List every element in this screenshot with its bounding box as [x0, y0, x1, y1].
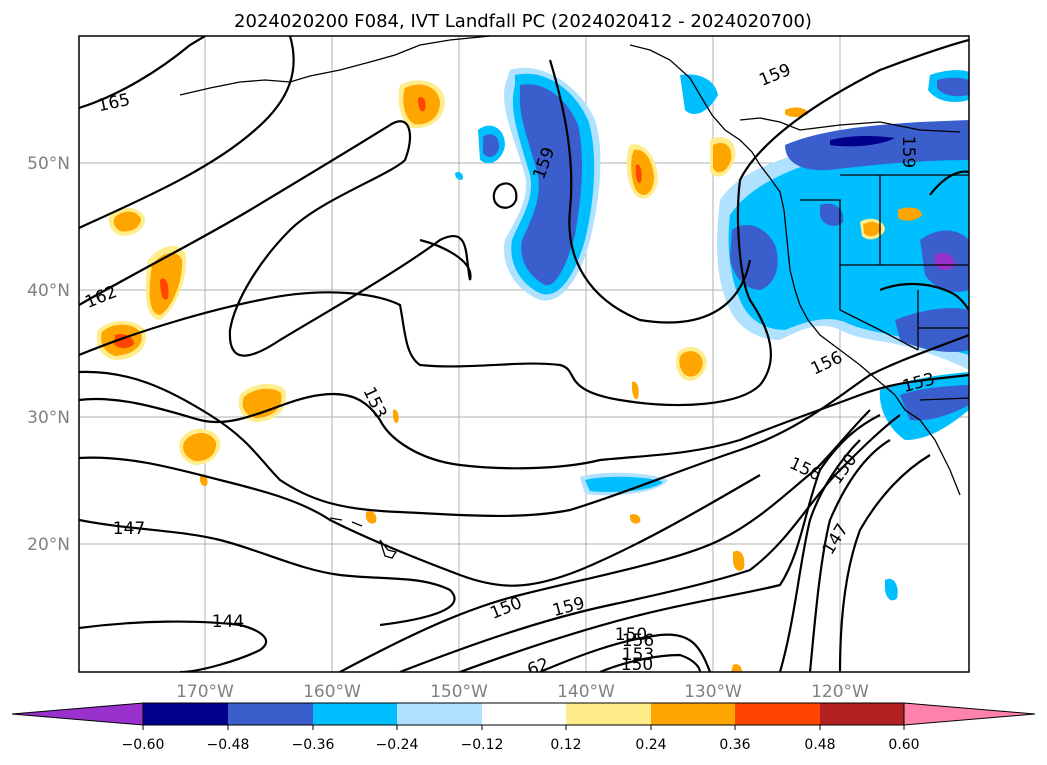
lat-label: 20°N — [27, 535, 70, 555]
colorbar-segment — [313, 703, 397, 725]
contour-label: 147 — [113, 519, 145, 539]
colorbar-segment — [735, 703, 820, 725]
negative-ivt-regions — [455, 67, 969, 601]
colorbar-segment — [651, 703, 735, 725]
contour-label: 159 — [898, 136, 918, 168]
colorbar-extend-left — [11, 702, 144, 726]
contour-144 — [79, 620, 268, 672]
colorbar-tick-label: 0.36 — [719, 737, 750, 753]
colorbar-segment — [397, 703, 482, 725]
contour-label: 156 — [622, 631, 654, 651]
colorbar-segment — [143, 703, 228, 725]
colorbar-segment — [482, 703, 566, 725]
colorbar: −0.60 −0.48 −0.36 −0.24 −0.12 0.12 0.24 … — [11, 702, 1036, 753]
colorbar-tick-label: −0.60 — [122, 737, 165, 753]
contour-159 — [79, 38, 969, 407]
figure-title: 2024020200 F084, IVT Landfall PC (202402… — [234, 11, 812, 32]
lat-label: 30°N — [27, 408, 70, 428]
lat-label: 50°N — [27, 154, 70, 174]
latitude-labels: 50°N 40°N 30°N 20°N — [27, 154, 70, 555]
lon-label: 120°W — [811, 682, 869, 702]
contour-small-loop — [492, 182, 518, 209]
colorbar-tick-label: 0.48 — [804, 737, 835, 753]
colorbar-tick-label: −0.48 — [207, 737, 250, 753]
contour-label: 150 — [615, 625, 647, 645]
colorbar-tick-label: 0.24 — [635, 737, 666, 753]
lon-label: 160°W — [303, 682, 361, 702]
contour-159-west — [548, 59, 752, 324]
lon-label: 150°W — [430, 682, 488, 702]
lat-label: 40°N — [27, 281, 70, 301]
contour-162-inner — [79, 120, 472, 357]
longitude-labels: 170°W 160°W 150°W 140°W 130°W 120°W — [176, 682, 869, 702]
colorbar-segment — [820, 703, 904, 725]
colorbar-segment — [228, 703, 313, 725]
contour-label: 62 — [525, 654, 552, 680]
contour-150-south — [339, 409, 871, 672]
colorbar-tick-label: −0.24 — [376, 737, 419, 753]
contour-label: 144 — [212, 612, 244, 632]
lon-label: 170°W — [176, 682, 234, 702]
contour-label: 153 — [622, 645, 654, 665]
ivt-contours — [79, 36, 969, 672]
lon-label: 140°W — [557, 682, 615, 702]
contour-150-north — [79, 456, 761, 587]
lon-label: 130°W — [684, 682, 742, 702]
contour-label: 150 — [621, 655, 653, 675]
map-area: 165 162 159 159 159 156 156 153 153 150 … — [79, 36, 969, 680]
colorbar-tick-label: 0.12 — [550, 737, 581, 753]
colorbar-segment — [566, 703, 651, 725]
contour-165 — [79, 36, 206, 110]
contour-156 — [79, 333, 969, 518]
contour-147 — [79, 518, 456, 627]
colorbar-extend-right — [903, 702, 1036, 726]
contour-162-outer — [79, 36, 295, 229]
colorbar-tick-label: −0.36 — [292, 737, 335, 753]
contour-lines-se — [399, 414, 901, 672]
contour-153 — [79, 373, 969, 470]
map-frame — [78, 35, 970, 673]
colorbar-tick-label: −0.12 — [461, 737, 504, 753]
coastlines — [179, 36, 969, 559]
positive-ivt-regions — [96, 80, 922, 672]
colorbar-tick-label: 0.60 — [888, 737, 919, 753]
